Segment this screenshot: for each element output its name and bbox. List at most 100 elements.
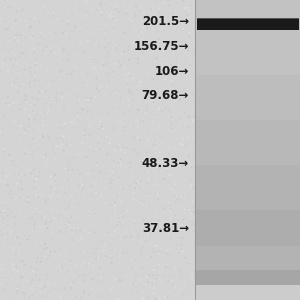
Circle shape xyxy=(128,82,130,84)
Circle shape xyxy=(180,143,182,145)
Circle shape xyxy=(188,116,189,118)
Circle shape xyxy=(190,221,192,223)
Circle shape xyxy=(3,100,4,102)
Circle shape xyxy=(104,188,106,190)
Circle shape xyxy=(117,232,118,234)
FancyBboxPatch shape xyxy=(195,251,300,255)
Circle shape xyxy=(143,219,145,221)
Circle shape xyxy=(174,117,176,119)
Circle shape xyxy=(141,49,143,51)
Circle shape xyxy=(13,181,14,182)
Circle shape xyxy=(76,217,78,218)
Circle shape xyxy=(26,52,28,54)
Circle shape xyxy=(11,164,12,166)
Circle shape xyxy=(184,107,186,109)
Circle shape xyxy=(172,52,174,54)
Circle shape xyxy=(161,27,163,29)
Circle shape xyxy=(60,252,62,254)
Circle shape xyxy=(122,206,124,208)
Circle shape xyxy=(169,66,171,68)
Circle shape xyxy=(131,207,133,209)
Circle shape xyxy=(158,36,160,38)
Circle shape xyxy=(22,1,24,3)
Circle shape xyxy=(156,46,158,48)
Circle shape xyxy=(63,287,65,289)
Circle shape xyxy=(169,69,171,71)
Circle shape xyxy=(17,270,19,272)
Circle shape xyxy=(89,134,91,136)
Circle shape xyxy=(185,7,187,8)
Circle shape xyxy=(176,131,177,133)
Circle shape xyxy=(148,293,150,295)
Circle shape xyxy=(89,272,91,274)
Circle shape xyxy=(68,158,70,159)
Circle shape xyxy=(128,257,129,259)
Circle shape xyxy=(188,280,190,282)
Circle shape xyxy=(110,137,112,139)
Circle shape xyxy=(51,231,52,233)
Circle shape xyxy=(31,26,32,28)
Circle shape xyxy=(87,156,89,158)
Circle shape xyxy=(92,169,94,171)
Circle shape xyxy=(130,177,132,178)
Circle shape xyxy=(47,256,49,258)
Circle shape xyxy=(19,56,20,58)
FancyBboxPatch shape xyxy=(195,194,300,198)
Circle shape xyxy=(169,147,171,149)
Circle shape xyxy=(128,92,130,93)
Circle shape xyxy=(3,220,5,222)
FancyBboxPatch shape xyxy=(195,101,300,105)
Circle shape xyxy=(76,161,78,163)
Circle shape xyxy=(110,102,112,104)
Circle shape xyxy=(139,150,140,152)
Circle shape xyxy=(135,51,137,52)
Circle shape xyxy=(3,115,5,117)
Circle shape xyxy=(9,296,11,298)
Circle shape xyxy=(102,139,104,141)
Circle shape xyxy=(70,44,72,46)
Circle shape xyxy=(96,180,98,182)
Circle shape xyxy=(64,168,66,169)
Circle shape xyxy=(7,47,9,49)
Circle shape xyxy=(181,251,182,253)
Circle shape xyxy=(84,148,86,149)
Circle shape xyxy=(98,35,100,37)
Circle shape xyxy=(6,233,8,235)
Circle shape xyxy=(179,98,181,100)
Circle shape xyxy=(151,256,152,258)
Circle shape xyxy=(99,14,100,16)
FancyBboxPatch shape xyxy=(196,18,298,19)
Circle shape xyxy=(106,153,107,155)
Circle shape xyxy=(61,217,63,218)
Circle shape xyxy=(29,211,31,212)
Circle shape xyxy=(158,219,160,220)
Circle shape xyxy=(117,279,119,281)
Circle shape xyxy=(168,233,169,235)
Circle shape xyxy=(61,96,63,98)
Circle shape xyxy=(105,173,106,175)
Circle shape xyxy=(79,9,81,11)
Circle shape xyxy=(182,249,184,251)
Circle shape xyxy=(145,284,146,285)
FancyBboxPatch shape xyxy=(195,161,300,165)
Circle shape xyxy=(99,171,100,173)
Circle shape xyxy=(158,157,160,159)
Circle shape xyxy=(85,100,87,102)
Circle shape xyxy=(144,157,146,159)
Circle shape xyxy=(156,93,158,94)
Circle shape xyxy=(100,5,102,7)
Circle shape xyxy=(170,123,172,124)
Circle shape xyxy=(76,115,78,116)
Circle shape xyxy=(125,236,127,238)
Circle shape xyxy=(160,188,162,190)
Circle shape xyxy=(22,299,24,300)
Circle shape xyxy=(179,38,181,40)
Circle shape xyxy=(10,296,12,298)
Circle shape xyxy=(163,51,165,53)
FancyBboxPatch shape xyxy=(195,122,300,126)
Circle shape xyxy=(13,97,15,99)
Circle shape xyxy=(50,103,51,105)
Circle shape xyxy=(4,180,6,182)
FancyBboxPatch shape xyxy=(195,185,300,189)
Circle shape xyxy=(23,44,25,46)
